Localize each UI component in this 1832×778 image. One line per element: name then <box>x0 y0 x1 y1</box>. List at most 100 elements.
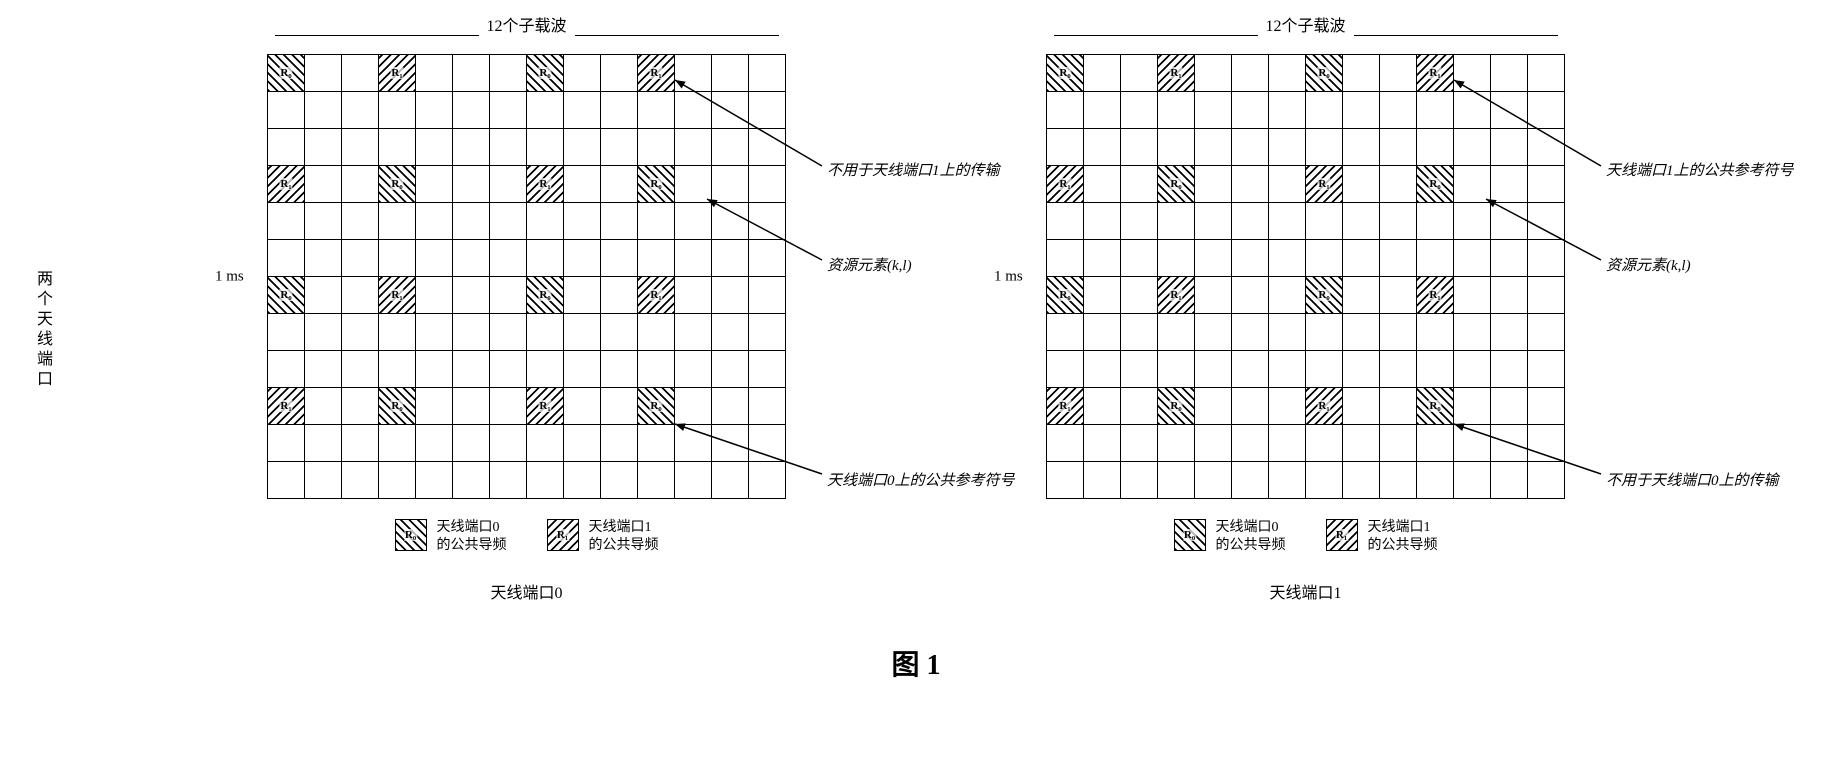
grid-wrap: R₀R₁R₀R₁R₁R₀R₁R₀R₀R₁R₀R₁R₁R₀R₁R₀1 ms天线端口… <box>1046 54 1565 499</box>
pilot-r1-cell: R₁ <box>379 55 415 91</box>
pilot-r1-cell: R₁ <box>1417 277 1453 313</box>
grid-cell <box>1343 462 1380 499</box>
grid-cell <box>601 388 638 425</box>
grid-cell <box>601 351 638 388</box>
grid-cell <box>1306 92 1343 129</box>
grid-cell <box>1232 240 1269 277</box>
grid-cell <box>1306 314 1343 351</box>
pilot-r0-cell: R₀ <box>1047 277 1083 313</box>
grid-cell <box>305 166 342 203</box>
grid-cell <box>1528 166 1565 203</box>
grid-cell <box>712 166 749 203</box>
grid-cell <box>453 55 490 92</box>
grid-cell <box>1121 462 1158 499</box>
grid-cell <box>1528 55 1565 92</box>
grid-cell <box>712 92 749 129</box>
grid-cell <box>712 240 749 277</box>
grid-cell <box>1158 92 1195 129</box>
grid-cell <box>416 314 453 351</box>
grid-cell <box>1047 425 1084 462</box>
grid-cell: R₀ <box>527 55 564 92</box>
grid-cell <box>712 203 749 240</box>
grid-cell <box>416 166 453 203</box>
grid-cell <box>601 314 638 351</box>
legend-swatch-label: R₁ <box>1335 529 1348 541</box>
grid-cell <box>527 314 564 351</box>
grid-cell <box>1232 129 1269 166</box>
legend-text: 天线端口0的公共导频 <box>437 519 507 555</box>
legend-swatch-r0: R₀ <box>1174 519 1206 551</box>
grid-cell <box>712 55 749 92</box>
panel-0: 12个子载波R₀R₁R₀R₁R₁R₀R₁R₀R₀R₁R₀R₁R₁R₀R₁R₀1 … <box>267 20 786 603</box>
grid-cell <box>1195 351 1232 388</box>
grid-cell <box>1380 388 1417 425</box>
grid-cell <box>379 240 416 277</box>
grid-cell <box>342 92 379 129</box>
grid-cell <box>1491 203 1528 240</box>
grid-cell <box>305 129 342 166</box>
panel-title: 天线端口0 <box>490 579 562 603</box>
grid-cell: R₀ <box>1306 277 1343 314</box>
grid-cell <box>305 277 342 314</box>
grid-cell <box>305 462 342 499</box>
grid-cell: R₀ <box>1047 277 1084 314</box>
pilot-r0-cell: R₀ <box>527 277 563 313</box>
cell-label: R₁ <box>390 289 403 301</box>
grid-cell <box>1380 55 1417 92</box>
grid-cell <box>749 240 786 277</box>
grid-cell <box>1047 462 1084 499</box>
grid-cell: R₀ <box>1158 166 1195 203</box>
grid-cell <box>527 92 564 129</box>
grid-cell <box>1084 92 1121 129</box>
grid-cell <box>564 351 601 388</box>
grid-cell <box>1417 92 1454 129</box>
grid-cell: R₀ <box>379 166 416 203</box>
grid-cell <box>1528 240 1565 277</box>
legend-item: R₀ 天线端口0的公共导频 <box>1174 519 1286 555</box>
grid-cell <box>1121 166 1158 203</box>
cell-label: R₁ <box>390 67 403 79</box>
grid-cell <box>490 166 527 203</box>
grid-cell <box>675 462 712 499</box>
grid-cell <box>601 240 638 277</box>
cell-label: R₀ <box>1428 178 1441 190</box>
pilot-r1-cell: R₁ <box>1047 166 1083 202</box>
grid-cell <box>638 314 675 351</box>
grid-cell <box>1454 351 1491 388</box>
pilot-r1-cell: R₁ <box>638 277 674 313</box>
subcarrier-label: 12个子载波 <box>1257 12 1353 36</box>
grid-cell <box>1195 166 1232 203</box>
grid-cell <box>1195 388 1232 425</box>
cell-label: R₀ <box>390 178 403 190</box>
grid-cell <box>342 388 379 425</box>
grid-cell <box>453 166 490 203</box>
cell-label: R₁ <box>538 400 551 412</box>
grid-cell: R₁ <box>1306 388 1343 425</box>
grid-cell <box>379 92 416 129</box>
grid-cell <box>1454 203 1491 240</box>
grid-cell <box>490 203 527 240</box>
grid-cell <box>1084 462 1121 499</box>
panel-title: 天线端口1 <box>1269 579 1341 603</box>
grid-cell <box>1491 92 1528 129</box>
legend-text: 天线端口0的公共导频 <box>1216 519 1286 555</box>
cell-label: R₀ <box>1317 67 1330 79</box>
annotation-label: 资源元素(k,l) <box>827 254 912 275</box>
grid-cell <box>1491 129 1528 166</box>
grid-cell <box>268 129 305 166</box>
grid-cell <box>564 462 601 499</box>
cell-label: R₀ <box>279 289 292 301</box>
grid-cell <box>675 129 712 166</box>
grid-cell <box>749 388 786 425</box>
grid-cell <box>601 55 638 92</box>
annotation-label: 资源元素(k,l) <box>1606 254 1691 275</box>
grid-cell <box>305 240 342 277</box>
top-brace: 12个子载波 <box>1054 20 1558 50</box>
grid-cell <box>305 203 342 240</box>
grid-cell <box>1084 129 1121 166</box>
pilot-r1-cell: R₁ <box>379 277 415 313</box>
figure-container: 两个天线端口 12个子载波R₀R₁R₀R₁R₁R₀R₁R₀R₀R₁R₀R₁R₁R… <box>20 20 1812 603</box>
grid-cell <box>1380 166 1417 203</box>
grid-cell <box>1232 92 1269 129</box>
grid-cell <box>1195 129 1232 166</box>
